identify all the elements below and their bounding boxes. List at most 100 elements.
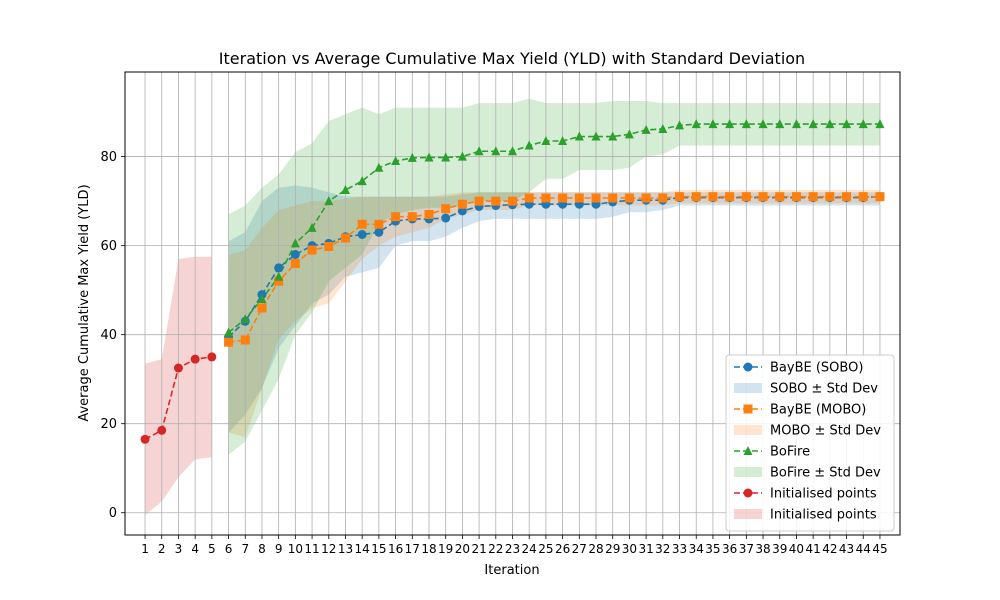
- y-axis-ticks: 0 20 40 60 80: [100, 150, 125, 521]
- x-tick-label: 16: [388, 542, 403, 556]
- legend-entry-label: SOBO ± Std Dev: [770, 382, 878, 397]
- x-tick-label: 7: [241, 542, 249, 556]
- x-tick-label: 39: [772, 542, 787, 556]
- baybe-mobo-point: [508, 196, 517, 206]
- bofire-point: [741, 119, 751, 129]
- baybe-mobo-point: [457, 199, 467, 209]
- x-tick-label: 20: [455, 542, 470, 556]
- x-tick-label: 44: [856, 542, 871, 556]
- x-tick-label: 3: [175, 542, 183, 556]
- x-tick-label: 41: [806, 542, 821, 556]
- baybe-mobo-point: [558, 193, 568, 203]
- bofire-point: [441, 152, 451, 162]
- bofire-point: [224, 327, 234, 337]
- legend-band-swatch: [734, 425, 762, 435]
- x-tick-label: 38: [755, 542, 770, 556]
- baybe-mobo-point: [675, 192, 685, 202]
- x-tick-label: 8: [258, 542, 266, 556]
- y-tick-label: 20: [100, 417, 117, 432]
- x-axis-ticks: 1 2 3 4 5 6 7 8 9 10 11 12 13 14 15 16 17 18 19 20 21 22 23 24 2…: [141, 535, 888, 556]
- baybe-mobo-point: [357, 219, 367, 229]
- baybe-mobo-point: [875, 192, 885, 202]
- initialised-points-point: [140, 434, 150, 444]
- x-tick-label: 28: [588, 542, 603, 556]
- bofire-point: [725, 119, 735, 129]
- x-tick-label: 29: [605, 542, 620, 556]
- baybe-mobo-point: [374, 219, 384, 229]
- x-tick-label: 13: [338, 542, 353, 556]
- baybe-mobo-point: [591, 193, 601, 203]
- bofire-point: [591, 131, 601, 141]
- baybe-mobo-point: [391, 212, 401, 222]
- baybe-mobo-point: [491, 196, 501, 206]
- x-tick-label: 32: [655, 542, 670, 556]
- x-tick-label: 26: [555, 542, 570, 556]
- bofire-point: [491, 146, 501, 156]
- baybe-mobo-point: [825, 192, 835, 202]
- baybe-mobo-point: [407, 212, 417, 222]
- baybe-mobo-point: [858, 192, 868, 202]
- x-tick-label: 33: [672, 542, 687, 556]
- sobo-std-dev-band: [228, 185, 880, 433]
- legend-marker-swatch: [743, 362, 753, 372]
- legend-entry-label: Initialised points: [770, 487, 877, 502]
- bofire-point: [808, 119, 818, 129]
- baybe-mobo-point: [608, 193, 618, 203]
- initialised-points-point: [157, 425, 167, 435]
- y-axis-label: Average Cumulative Max Yield (YLD): [77, 184, 92, 421]
- bofire-point: [875, 119, 885, 129]
- bofire-point: [558, 136, 568, 146]
- x-tick-label: 14: [355, 542, 370, 556]
- bofire-point: [641, 124, 651, 134]
- bofire-point: [791, 119, 801, 129]
- x-tick-label: 24: [522, 542, 537, 556]
- x-tick-label: 25: [538, 542, 553, 556]
- bofire-point: [858, 119, 868, 129]
- legend-entry-label: BoFire ± Std Dev: [770, 466, 881, 481]
- x-tick-label: 11: [304, 542, 319, 556]
- baybe-mobo-point: [240, 335, 250, 345]
- x-tick-label: 30: [622, 542, 637, 556]
- baybe-mobo-point: [290, 258, 300, 268]
- baybe-mobo-point: [257, 303, 267, 313]
- baybe-mobo-point: [758, 192, 768, 202]
- legend-marker-swatch: [743, 404, 753, 414]
- bofire-point: [675, 120, 685, 130]
- baybe-sobo-point: [357, 229, 367, 239]
- bofire-point: [240, 314, 250, 324]
- legend-entry-label: MOBO ± Std Dev: [770, 424, 881, 439]
- legend-band-swatch: [734, 467, 762, 477]
- bofire-point: [842, 119, 852, 129]
- initialised-points-point: [173, 363, 183, 373]
- y-tick-label: 60: [100, 239, 117, 254]
- baybe-mobo-point: [658, 193, 668, 203]
- bofire-std-dev-band: [228, 98, 880, 455]
- baybe-mobo-point: [541, 193, 551, 203]
- bofire-point: [541, 136, 551, 146]
- baybe-mobo-line: [228, 195, 880, 344]
- x-tick-label: 5: [208, 542, 216, 556]
- baybe-mobo-point: [708, 192, 718, 202]
- baybe-mobo-point: [424, 209, 434, 219]
- x-tick-label: 4: [191, 542, 199, 556]
- x-tick-label: 21: [471, 542, 486, 556]
- bofire-point: [257, 294, 267, 304]
- legend-band-swatch: [734, 509, 762, 519]
- x-axis-label: Iteration: [484, 563, 539, 578]
- x-tick-label: 35: [705, 542, 720, 556]
- bofire-point: [457, 151, 467, 161]
- bofire-point: [307, 222, 317, 232]
- bofire-point: [508, 146, 517, 156]
- legend-entry-label: BoFire: [770, 445, 810, 460]
- baybe-mobo-point: [624, 193, 634, 203]
- bofire-point: [825, 119, 835, 129]
- bofire-point: [624, 129, 634, 139]
- baybe-sobo-point: [374, 227, 384, 237]
- legend-band-swatch: [734, 383, 762, 393]
- x-tick-label: 45: [872, 542, 887, 556]
- baybe-mobo-point: [741, 192, 751, 202]
- x-tick-label: 15: [371, 542, 386, 556]
- baybe-mobo-point: [340, 233, 350, 243]
- legend-box: [725, 354, 895, 532]
